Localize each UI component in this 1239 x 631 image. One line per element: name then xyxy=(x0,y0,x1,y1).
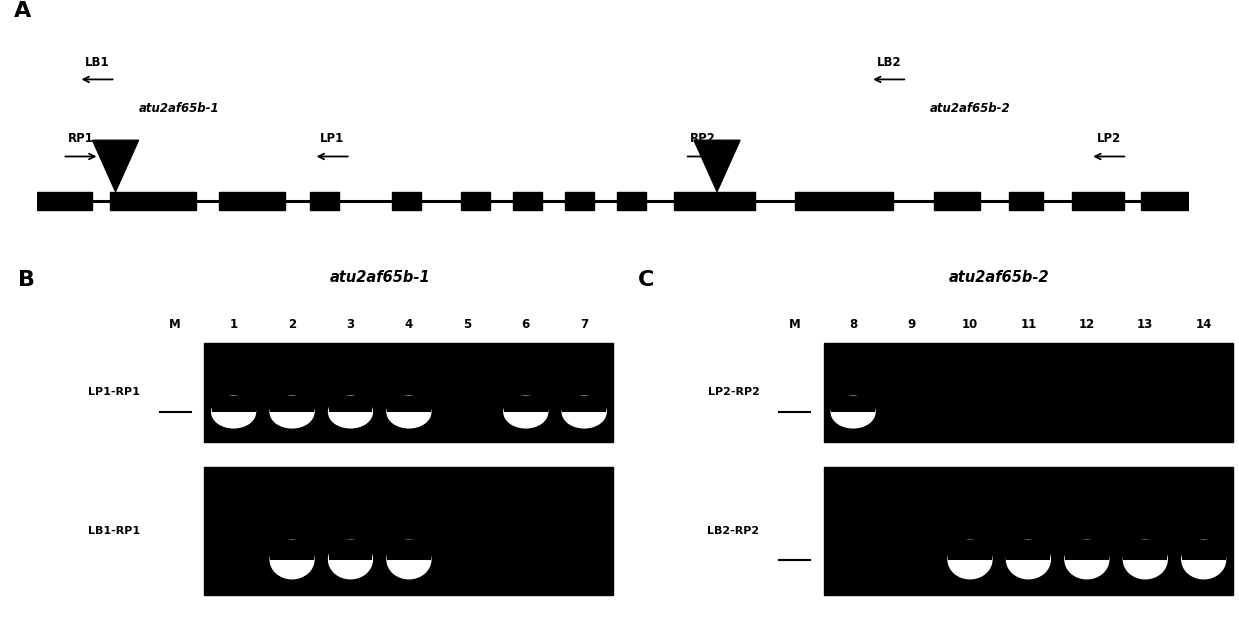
Text: 3: 3 xyxy=(347,318,354,331)
Text: 10: 10 xyxy=(961,318,978,331)
Ellipse shape xyxy=(387,396,431,428)
Text: atu2af65b-1: atu2af65b-1 xyxy=(139,102,219,115)
Bar xyxy=(212,396,255,412)
Polygon shape xyxy=(694,140,740,192)
Bar xyxy=(948,540,992,560)
Ellipse shape xyxy=(1066,540,1109,579)
Text: LB1: LB1 xyxy=(84,56,109,69)
Text: 7: 7 xyxy=(580,318,589,331)
Bar xyxy=(328,540,373,560)
Bar xyxy=(270,396,313,412)
Text: RP2: RP2 xyxy=(690,133,716,145)
Text: 4: 4 xyxy=(405,318,413,331)
Polygon shape xyxy=(93,140,139,192)
Bar xyxy=(1141,192,1189,211)
Ellipse shape xyxy=(212,396,255,428)
Bar xyxy=(831,396,875,412)
Bar xyxy=(563,396,606,412)
Bar xyxy=(513,192,541,211)
Bar xyxy=(824,343,1233,442)
Bar xyxy=(270,540,313,560)
Ellipse shape xyxy=(563,396,606,428)
Bar xyxy=(328,396,373,412)
Ellipse shape xyxy=(831,396,875,428)
Text: atu2af65b-1: atu2af65b-1 xyxy=(330,269,430,285)
Ellipse shape xyxy=(621,396,664,428)
Bar xyxy=(1009,192,1043,211)
Bar xyxy=(110,192,196,211)
Bar xyxy=(565,192,593,211)
Bar xyxy=(204,468,613,596)
Ellipse shape xyxy=(270,540,313,579)
Text: LB2: LB2 xyxy=(876,56,901,69)
Bar xyxy=(934,192,980,211)
Text: 12: 12 xyxy=(1079,318,1095,331)
Bar xyxy=(310,192,339,211)
Text: LP2-RP2: LP2-RP2 xyxy=(707,387,760,398)
Text: 13: 13 xyxy=(1137,318,1154,331)
Ellipse shape xyxy=(270,396,313,428)
Bar xyxy=(1124,540,1167,560)
Text: atu2af65b-2: atu2af65b-2 xyxy=(930,102,1011,115)
Ellipse shape xyxy=(1182,540,1225,579)
Text: A: A xyxy=(14,1,31,21)
Text: C: C xyxy=(638,269,654,290)
Ellipse shape xyxy=(328,396,373,428)
Text: B: B xyxy=(19,269,36,290)
Text: LP1-RP1: LP1-RP1 xyxy=(88,387,140,398)
Text: 9: 9 xyxy=(907,318,916,331)
Bar xyxy=(795,192,893,211)
Text: LP1: LP1 xyxy=(320,133,344,145)
Bar xyxy=(1006,540,1051,560)
Ellipse shape xyxy=(948,540,992,579)
Bar xyxy=(37,192,93,211)
Bar xyxy=(1072,192,1124,211)
Ellipse shape xyxy=(1006,540,1051,579)
Text: LB1-RP1: LB1-RP1 xyxy=(88,526,140,536)
Bar xyxy=(1066,540,1109,560)
Bar xyxy=(1182,540,1225,560)
Text: LB2-RP2: LB2-RP2 xyxy=(707,526,760,536)
Bar xyxy=(504,396,548,412)
Text: M: M xyxy=(170,318,181,331)
Bar xyxy=(617,192,646,211)
Ellipse shape xyxy=(387,540,431,579)
Ellipse shape xyxy=(504,396,548,428)
Ellipse shape xyxy=(621,540,664,579)
Bar xyxy=(621,396,664,412)
Text: 11: 11 xyxy=(1020,318,1037,331)
Bar xyxy=(387,540,431,560)
Text: 1: 1 xyxy=(229,318,238,331)
Bar xyxy=(461,192,489,211)
Text: 2: 2 xyxy=(287,318,296,331)
Bar xyxy=(387,396,431,412)
Bar xyxy=(392,192,421,211)
Bar xyxy=(219,192,285,211)
Text: 5: 5 xyxy=(463,318,472,331)
Bar xyxy=(204,343,613,442)
Ellipse shape xyxy=(328,540,373,579)
Bar xyxy=(621,540,664,560)
Text: LP2: LP2 xyxy=(1097,133,1121,145)
Bar xyxy=(674,192,755,211)
Ellipse shape xyxy=(1124,540,1167,579)
Text: RP1: RP1 xyxy=(68,133,94,145)
Text: 14: 14 xyxy=(1196,318,1212,331)
Text: 8: 8 xyxy=(849,318,857,331)
Text: 6: 6 xyxy=(522,318,530,331)
Bar xyxy=(824,468,1233,596)
Text: atu2af65b-2: atu2af65b-2 xyxy=(949,269,1049,285)
Text: M: M xyxy=(789,318,800,331)
